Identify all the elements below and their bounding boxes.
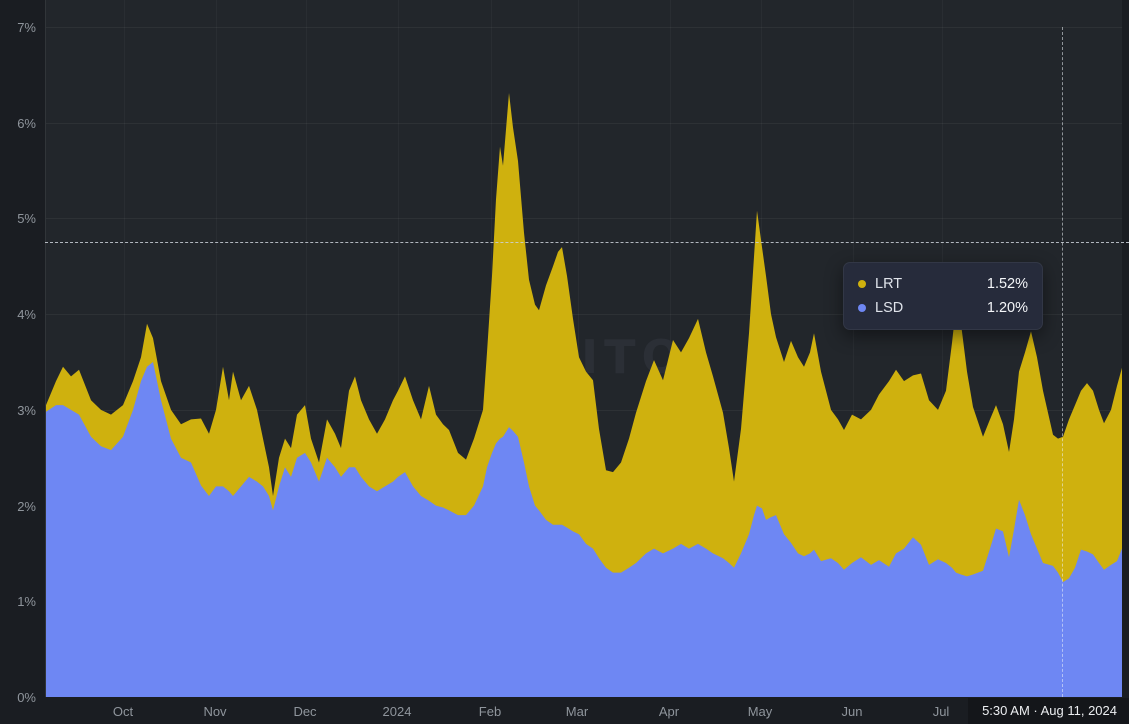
- tooltip-lrt-label: LRT: [875, 276, 903, 292]
- lsd-area-series: [46, 362, 1122, 697]
- y-axis-tick-label: 4%: [17, 307, 36, 322]
- x-axis-tick-label: Dec: [293, 704, 317, 719]
- y-axis-tick-label: 7%: [17, 20, 36, 35]
- tooltip-lsd-label: LSD: [875, 300, 904, 316]
- x-axis-tick-label: Jul: [932, 704, 950, 719]
- tooltip-lsd-value: 1.20%: [986, 300, 1028, 316]
- horizontal-gridline: [46, 314, 1122, 315]
- chart-plot-area[interactable]: ITO: [45, 0, 1122, 698]
- tooltip-lrt-value: 1.52%: [986, 276, 1028, 292]
- lsd-series-dot-icon: [858, 304, 866, 312]
- watermark-logo: ITO: [581, 330, 687, 384]
- y-axis-tick-label: 6%: [17, 116, 36, 131]
- horizontal-gridline: [46, 218, 1122, 219]
- x-axis-tick-label: Oct: [112, 704, 134, 719]
- x-axis-tick-label: Apr: [658, 704, 680, 719]
- reference-dashed-hline: [45, 242, 1129, 243]
- tooltip-row-lrt: LRT 1.52%: [858, 272, 1028, 296]
- chart-tooltip: LRT 1.52% LSD 1.20%: [843, 262, 1043, 330]
- x-axis-tick-label: 2024: [382, 704, 412, 719]
- x-axis-tick-label: May: [747, 704, 773, 719]
- crosshair-time-label: 5:30 AM · Aug 11, 2024: [968, 698, 1129, 724]
- y-axis-tick-label: 1%: [17, 594, 36, 609]
- horizontal-gridline: [46, 27, 1122, 28]
- y-axis-tick-label: 5%: [17, 211, 36, 226]
- x-axis-tick-label: Nov: [203, 704, 227, 719]
- x-axis-strip: [0, 697, 1129, 724]
- tooltip-row-lsd: LSD 1.20%: [858, 296, 1028, 320]
- area-chart-canvas[interactable]: [46, 0, 1122, 697]
- y-axis-tick-label: 2%: [17, 499, 36, 514]
- x-axis-tick-label: Mar: [565, 704, 589, 719]
- crosshair-vline: [1062, 27, 1063, 697]
- horizontal-gridline: [46, 123, 1122, 124]
- x-axis-tick-label: Feb: [478, 704, 502, 719]
- lrt-series-dot-icon: [858, 280, 866, 288]
- x-axis-tick-label: Jun: [841, 704, 863, 719]
- y-axis-tick-label: 3%: [17, 403, 36, 418]
- y-axis-tick-label: 0%: [17, 690, 36, 705]
